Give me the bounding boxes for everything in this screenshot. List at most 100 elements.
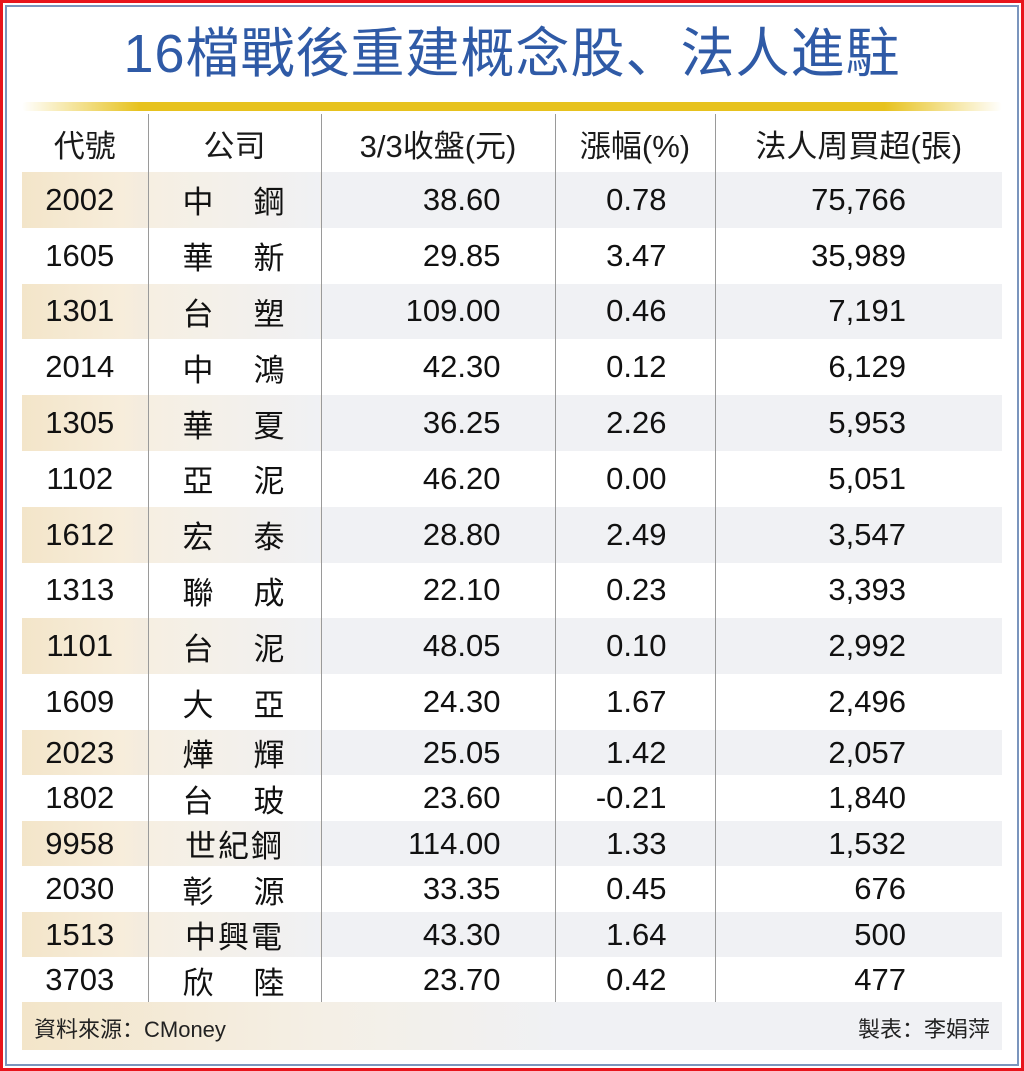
header-change: 漲幅(%) xyxy=(554,114,715,172)
close-price: 43.30 xyxy=(320,911,555,958)
company-cell: 台玻 xyxy=(147,775,321,821)
net-buy: 5,953 xyxy=(714,395,1002,451)
company-name: 世紀鋼 xyxy=(185,829,284,865)
net-buy: 1,840 xyxy=(714,775,1002,821)
table-maker: 製表：李娟萍 xyxy=(857,1017,990,1042)
company-cell: 華夏 xyxy=(147,395,321,451)
change-percent: -0.21 xyxy=(554,775,715,821)
stock-code: 2030 xyxy=(45,871,115,907)
table-header-row: 代號 公司 3/3收盤(元) 漲幅(%) 法人周買超(張) xyxy=(22,114,1002,172)
company-name-char: 泰 xyxy=(253,520,287,556)
change-percent: 2.26 xyxy=(554,395,715,451)
change-percent: 0.10 xyxy=(554,618,715,675)
company-name-char: 聯 xyxy=(182,575,216,611)
table-row: 2002 中鋼 38.60 0.78 75,766 xyxy=(22,172,1002,228)
page-title: 16檔戰後重建概念股、法人進駐 xyxy=(123,24,901,84)
table-row: 1102 亞泥 46.20 0.00 5,051 xyxy=(22,450,1002,507)
company-name-char: 中 xyxy=(182,185,216,221)
table-row: 1802 台玻 23.60 -0.21 1,840 xyxy=(22,775,1002,821)
company-name-char: 成 xyxy=(253,575,287,611)
company-cell: 台塑 xyxy=(147,283,321,340)
company-name-char: 夏 xyxy=(253,408,287,444)
change-percent: 0.23 xyxy=(554,562,715,619)
table-row: 2014 中鴻 42.30 0.12 6,129 xyxy=(22,339,1002,396)
net-buy: 5,051 xyxy=(714,450,1002,507)
change-percent: 0.00 xyxy=(554,450,715,507)
close-price: 42.30 xyxy=(320,339,555,396)
table-row: 1301 台塑 109.00 0.46 7,191 xyxy=(22,283,1002,340)
net-buy: 3,393 xyxy=(714,562,1002,619)
company-cell: 亞泥 xyxy=(147,450,321,507)
change-percent: 3.47 xyxy=(554,227,715,284)
company-name-char: 宏 xyxy=(182,520,216,556)
company-name-char: 陸 xyxy=(253,965,287,1001)
close-price: 24.30 xyxy=(320,674,555,730)
net-buy: 676 xyxy=(714,866,1002,912)
close-price: 114.00 xyxy=(320,820,555,867)
close-price: 29.85 xyxy=(320,227,555,284)
close-price: 48.05 xyxy=(320,618,555,675)
stock-table: 代號 公司 3/3收盤(元) 漲幅(%) 法人周買超(張) 2002 中鋼 38.6… xyxy=(22,114,1002,1003)
net-buy: 1,532 xyxy=(714,820,1002,867)
stock-code: 1305 xyxy=(22,395,148,451)
company-name-char: 華 xyxy=(182,408,216,444)
company-name-char: 台 xyxy=(182,631,216,667)
company-name-char: 鴻 xyxy=(253,352,287,388)
change-percent: 1.64 xyxy=(554,911,715,958)
company-cell: 中鴻 xyxy=(147,339,321,396)
stock-code: 2002 xyxy=(22,172,148,228)
net-buy: 7,191 xyxy=(714,283,1002,340)
company-name-char: 華 xyxy=(182,241,216,277)
company-name-char: 燁 xyxy=(182,738,216,774)
close-price: 28.80 xyxy=(320,506,555,563)
company-name-char: 彰 xyxy=(182,874,216,910)
header-code: 代號 xyxy=(53,128,116,164)
company-cell: 彰源 xyxy=(147,866,321,912)
company-cell: 宏泰 xyxy=(147,506,321,563)
close-price: 109.00 xyxy=(320,283,555,340)
net-buy: 75,766 xyxy=(714,172,1002,228)
close-price: 38.60 xyxy=(320,172,555,228)
stock-code: 1301 xyxy=(22,283,148,340)
company-name-char: 台 xyxy=(182,783,216,819)
change-percent: 0.42 xyxy=(554,957,715,1003)
table-row: 9958 世紀鋼 114.00 1.33 1,532 xyxy=(22,820,1002,867)
stock-code: 1313 xyxy=(45,572,115,608)
net-buy: 500 xyxy=(714,911,1002,958)
change-percent: 1.67 xyxy=(554,674,715,730)
close-price: 36.25 xyxy=(320,395,555,451)
company-name-char: 亞 xyxy=(182,464,216,500)
table-row: 2023 燁輝 25.05 1.42 2,057 xyxy=(22,729,1002,776)
close-price: 33.35 xyxy=(320,866,555,912)
net-buy: 35,989 xyxy=(714,227,1002,284)
company-cell: 欣陸 xyxy=(147,957,321,1003)
close-price: 22.10 xyxy=(320,562,555,619)
stock-code: 1609 xyxy=(45,684,115,720)
company-cell: 中興電 xyxy=(147,911,321,958)
stock-code: 2014 xyxy=(45,349,115,385)
net-buy: 3,547 xyxy=(714,506,1002,563)
stock-code: 9958 xyxy=(22,820,148,867)
close-price: 46.20 xyxy=(320,450,555,507)
company-name-char: 大 xyxy=(182,687,216,723)
table-row: 1609 大亞 24.30 1.67 2,496 xyxy=(22,674,1002,730)
company-cell: 聯成 xyxy=(147,562,321,619)
stock-code: 1802 xyxy=(45,780,115,816)
net-buy: 6,129 xyxy=(714,339,1002,396)
header-close: 3/3收盤(元) xyxy=(320,114,555,172)
table-row: 1305 華夏 36.25 2.26 5,953 xyxy=(22,395,1002,451)
net-buy: 2,057 xyxy=(714,729,1002,776)
company-name-char: 欣 xyxy=(182,965,216,1001)
title-divider xyxy=(22,102,1002,111)
stock-code: 3703 xyxy=(45,962,115,998)
table-row: 1513 中興電 43.30 1.64 500 xyxy=(22,911,1002,958)
company-name-char: 新 xyxy=(253,241,287,277)
company-cell: 華新 xyxy=(147,227,321,284)
company-name-char: 玻 xyxy=(253,783,287,819)
stock-code: 1612 xyxy=(22,506,148,563)
table-row: 2030 彰源 33.35 0.45 676 xyxy=(22,866,1002,912)
header-net-buy: 法人周買超(張) xyxy=(714,114,1002,172)
change-percent: 0.12 xyxy=(554,339,715,396)
company-name: 中興電 xyxy=(185,920,284,956)
